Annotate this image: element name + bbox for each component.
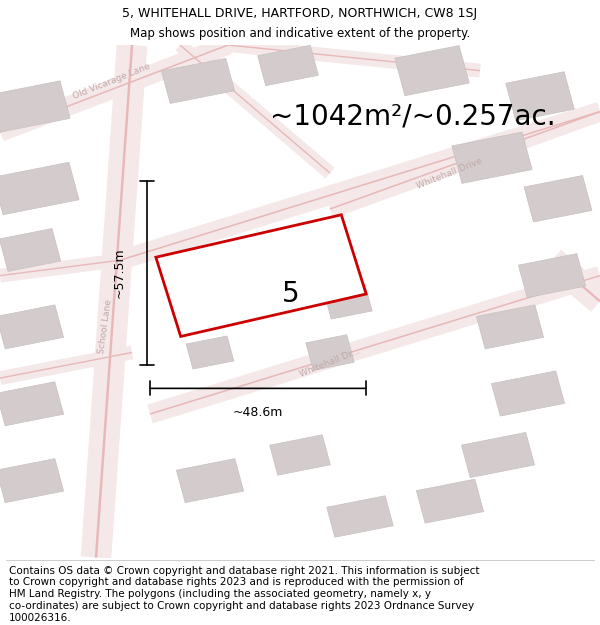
- Polygon shape: [0, 162, 79, 215]
- Text: Old Vicarage Lane: Old Vicarage Lane: [72, 61, 152, 101]
- Polygon shape: [476, 305, 544, 349]
- Text: ~57.5m: ~57.5m: [113, 248, 126, 298]
- Polygon shape: [324, 284, 372, 319]
- Text: 5, WHITEHALL DRIVE, HARTFORD, NORTHWICH, CW8 1SJ: 5, WHITEHALL DRIVE, HARTFORD, NORTHWICH,…: [122, 7, 478, 20]
- Text: Map shows position and indicative extent of the property.: Map shows position and indicative extent…: [130, 28, 470, 40]
- Polygon shape: [269, 435, 331, 475]
- Text: HM Land Registry. The polygons (including the associated geometry, namely x, y: HM Land Registry. The polygons (includin…: [9, 589, 431, 599]
- Polygon shape: [0, 382, 64, 426]
- Polygon shape: [524, 176, 592, 222]
- Polygon shape: [0, 81, 70, 132]
- Text: to Crown copyright and database rights 2023 and is reproduced with the permissio: to Crown copyright and database rights 2…: [9, 578, 464, 587]
- Polygon shape: [461, 432, 535, 478]
- Polygon shape: [161, 58, 235, 104]
- Polygon shape: [186, 336, 234, 369]
- Polygon shape: [416, 479, 484, 523]
- Polygon shape: [518, 254, 586, 298]
- Polygon shape: [0, 459, 64, 503]
- Text: 100026316.: 100026316.: [9, 613, 71, 623]
- Polygon shape: [176, 459, 244, 503]
- Text: co-ordinates) are subject to Crown copyright and database rights 2023 Ordnance S: co-ordinates) are subject to Crown copyr…: [9, 601, 474, 611]
- Text: ~1042m²/~0.257ac.: ~1042m²/~0.257ac.: [270, 102, 556, 131]
- Text: Whitehall Dr...: Whitehall Dr...: [299, 346, 361, 379]
- Polygon shape: [306, 335, 354, 370]
- Polygon shape: [506, 72, 574, 121]
- Polygon shape: [491, 371, 565, 416]
- Polygon shape: [452, 132, 532, 183]
- Text: ~48.6m: ~48.6m: [233, 406, 283, 419]
- Polygon shape: [0, 305, 64, 349]
- Polygon shape: [395, 46, 469, 96]
- Polygon shape: [156, 215, 366, 336]
- Polygon shape: [0, 229, 61, 271]
- Polygon shape: [327, 496, 393, 538]
- Polygon shape: [257, 46, 319, 86]
- Text: Whitehall Drive: Whitehall Drive: [416, 156, 484, 191]
- Text: School Lane: School Lane: [97, 299, 113, 354]
- Text: Contains OS data © Crown copyright and database right 2021. This information is : Contains OS data © Crown copyright and d…: [9, 566, 479, 576]
- Text: 5: 5: [282, 279, 300, 308]
